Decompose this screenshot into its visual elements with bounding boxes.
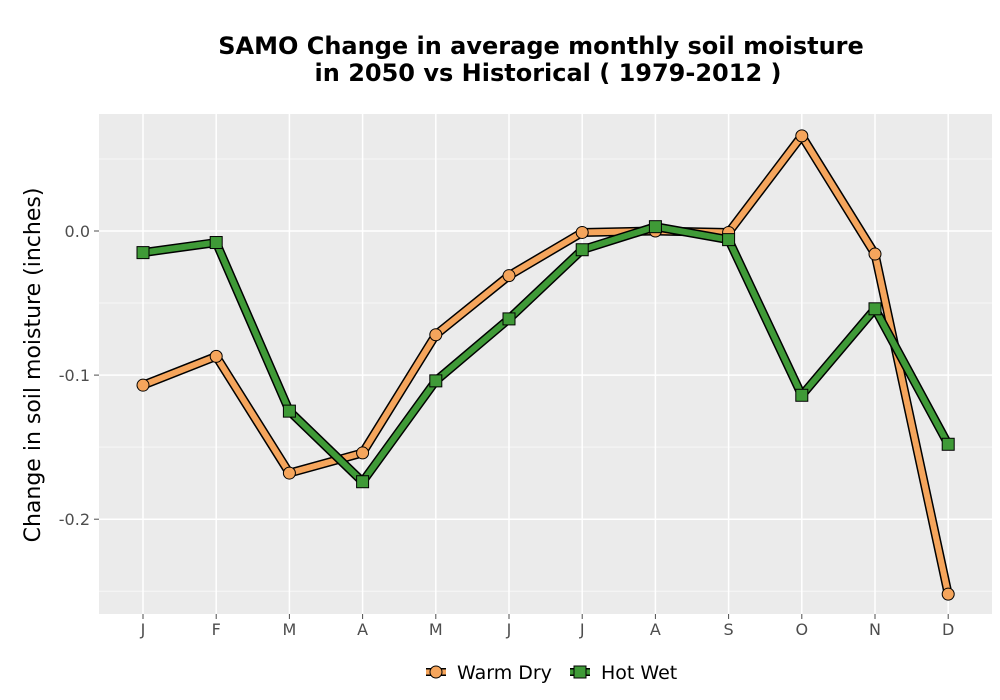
chart-title-line1: SAMO Change in average monthly soil mois… bbox=[218, 32, 864, 60]
legend: Warm Dry Hot Wet bbox=[426, 662, 677, 684]
x-tick-label: F bbox=[212, 620, 221, 639]
data-point-1 bbox=[648, 220, 662, 234]
series-line-0 bbox=[141, 132, 952, 595]
data-point-1 bbox=[282, 404, 296, 418]
data-point-0 bbox=[575, 225, 589, 239]
x-tick-label: A bbox=[650, 620, 661, 639]
y-axis-label: Change in soil moisture (inches) bbox=[21, 188, 46, 543]
legend-key-marker bbox=[573, 665, 587, 679]
data-point-1 bbox=[795, 388, 809, 402]
data-point-0 bbox=[795, 129, 809, 143]
data-point-0 bbox=[282, 466, 296, 480]
data-point-0 bbox=[136, 378, 150, 392]
plot-panel bbox=[99, 114, 992, 614]
x-tick-label: N bbox=[869, 620, 881, 639]
data-point-1 bbox=[575, 243, 589, 257]
data-point-0 bbox=[209, 349, 223, 363]
y-tick-label: -0.1 bbox=[59, 366, 90, 385]
x-tick-label: D bbox=[942, 620, 954, 639]
data-point-0 bbox=[429, 328, 443, 342]
x-tick-label: O bbox=[796, 620, 809, 639]
x-tick-label: S bbox=[724, 620, 734, 639]
legend-key-marker bbox=[429, 665, 443, 679]
x-tick-label: A bbox=[357, 620, 368, 639]
series-line-1 bbox=[142, 223, 951, 485]
data-point-1 bbox=[209, 236, 223, 250]
chart-title-line2: in 2050 vs Historical ( 1979-2012 ) bbox=[315, 59, 782, 87]
x-tick-label: M bbox=[282, 620, 296, 639]
data-point-1 bbox=[502, 312, 516, 326]
data-point-1 bbox=[429, 374, 443, 388]
data-point-0 bbox=[502, 269, 516, 283]
data-point-1 bbox=[136, 246, 150, 260]
data-point-0 bbox=[356, 446, 370, 460]
data-point-1 bbox=[941, 437, 955, 451]
data-point-0 bbox=[868, 247, 882, 261]
x-tick-label: J bbox=[140, 620, 146, 639]
y-tick-label: 0.0 bbox=[65, 222, 90, 241]
data-point-0 bbox=[941, 587, 955, 601]
legend-label: Warm Dry bbox=[457, 662, 552, 684]
data-point-1 bbox=[356, 475, 370, 489]
x-tick-label: J bbox=[579, 620, 585, 639]
plot-area: 0.0 -0.1 -0.2 J F M A M J J A S O N D bbox=[59, 114, 992, 639]
data-point-1 bbox=[868, 302, 882, 316]
y-tick-label: -0.2 bbox=[59, 510, 90, 529]
legend-label: Hot Wet bbox=[601, 662, 677, 684]
data-point-1 bbox=[722, 233, 736, 247]
x-tick-label: J bbox=[506, 620, 512, 639]
x-tick-label: M bbox=[429, 620, 443, 639]
